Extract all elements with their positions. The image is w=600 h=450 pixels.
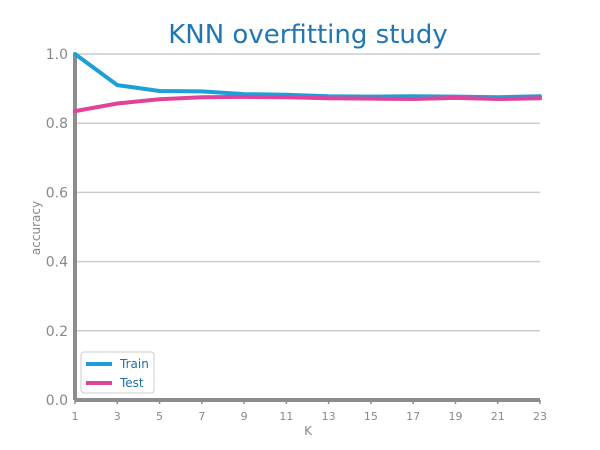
y-tick-label: 0.6 — [46, 185, 68, 201]
y-tick-label: 0.2 — [46, 324, 68, 340]
y-tick-label: 0.4 — [46, 255, 68, 271]
chart-title: KNN overfitting study — [168, 20, 448, 50]
y-tick-label: 1.0 — [46, 47, 68, 63]
x-tick-label: 5 — [156, 410, 163, 423]
y-axis-label: accuracy — [29, 201, 43, 255]
y-tick-label: 0.8 — [46, 116, 68, 132]
x-axis-label: K — [304, 424, 313, 438]
series-line-train — [73, 52, 542, 100]
y-tick-labels: 0.0 0.2 0.4 0.6 0.8 1.0 — [46, 47, 68, 409]
x-tick-labels: 1 3 5 7 9 11 13 15 17 19 21 23 — [72, 400, 547, 423]
x-tick-label: 9 — [241, 410, 248, 423]
series-lines — [73, 52, 542, 114]
x-tick-label: 7 — [198, 410, 205, 423]
x-tick-label: 15 — [364, 410, 378, 423]
x-tick-label: 3 — [114, 410, 121, 423]
x-tick-label: 17 — [406, 410, 420, 423]
legend: Train Test — [80, 351, 155, 394]
legend-label: Test — [119, 376, 144, 390]
x-tick-label: 19 — [448, 410, 462, 423]
series-line-test — [73, 94, 542, 114]
x-tick-label: 13 — [322, 410, 336, 423]
legend-label: Train — [119, 357, 149, 371]
x-tick-label: 23 — [533, 410, 547, 423]
grid — [75, 53, 540, 332]
x-tick-label: 11 — [279, 410, 293, 423]
axes — [73, 54, 540, 402]
x-tick-label: 21 — [491, 410, 505, 423]
x-tick-label: 1 — [72, 410, 79, 423]
y-tick-label: 0.0 — [46, 393, 68, 409]
